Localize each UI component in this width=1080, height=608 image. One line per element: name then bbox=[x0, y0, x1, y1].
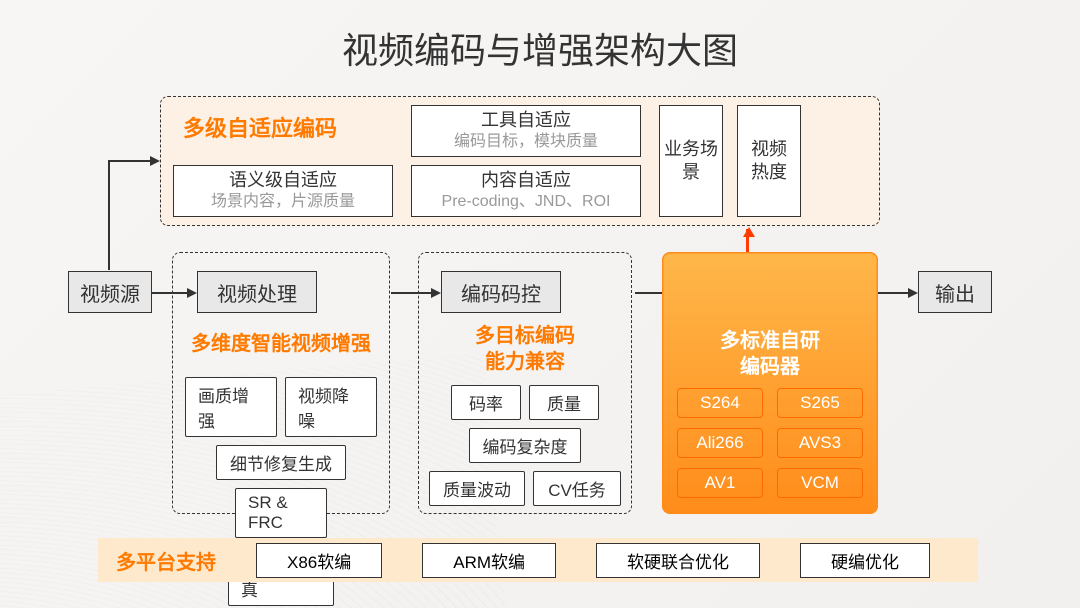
core-item-5: VCM bbox=[777, 468, 863, 498]
box-tool-title: 工具自适应 bbox=[481, 109, 571, 132]
enhance-item-0: 画质增强 bbox=[185, 377, 277, 437]
platform-strip: 多平台支持 X86软编 ARM软编 软硬联合优化 硬编优化 bbox=[98, 538, 978, 582]
box-content-sub: Pre-coding、JND、ROI bbox=[442, 192, 611, 213]
box-semantic-title: 语义级自适应 bbox=[229, 169, 337, 192]
group-enhance-heading: 多维度智能视频增强 bbox=[173, 331, 389, 357]
core-item-2: Ali266 bbox=[677, 428, 763, 458]
enhance-item-1: 视频降噪 bbox=[285, 377, 377, 437]
rate-item-2: 编码复杂度 bbox=[469, 428, 581, 463]
platform-item-0: X86软编 bbox=[256, 543, 382, 578]
arrow-core-output bbox=[878, 292, 916, 294]
arrow-source-to-adaptive bbox=[108, 160, 158, 270]
box-biz-scene: 业务场 景 bbox=[659, 105, 723, 217]
node-output-label: 输出 bbox=[935, 278, 975, 307]
core-item-0: S264 bbox=[677, 388, 763, 418]
node-source-label: 视频源 bbox=[80, 278, 140, 307]
node-output: 输出 bbox=[918, 271, 992, 313]
box-content-adaptive: 内容自适应 Pre-coding、JND、ROI bbox=[411, 165, 641, 217]
platform-heading: 多平台支持 bbox=[116, 546, 216, 575]
box-content-title: 内容自适应 bbox=[481, 169, 571, 192]
core-item-1: S265 bbox=[777, 388, 863, 418]
box-semantic-sub: 场景内容，片源质量 bbox=[211, 192, 355, 213]
box-tool-sub: 编码目标，模块质量 bbox=[454, 132, 598, 153]
rate-item-3: 质量波动 bbox=[429, 471, 525, 506]
core-item-4: AV1 bbox=[677, 468, 763, 498]
core-item-3: AVS3 bbox=[777, 428, 863, 458]
platform-item-2: 软硬联合优化 bbox=[596, 543, 760, 578]
box-biz-text: 业务场 景 bbox=[664, 138, 718, 185]
group-rate-heading: 多目标编码 能力兼容 bbox=[419, 323, 631, 375]
platform-item-1: ARM软编 bbox=[422, 543, 556, 578]
box-semantic-adaptive: 语义级自适应 场景内容，片源质量 bbox=[173, 165, 393, 217]
page-title: 视频编码与增强架构大图 bbox=[0, 22, 1080, 74]
rate-item-1: 质量 bbox=[529, 385, 599, 420]
box-tool-adaptive: 工具自适应 编码目标，模块质量 bbox=[411, 105, 641, 157]
rate-item-0: 码率 bbox=[451, 385, 521, 420]
group-encoder-core: 多标准自研 编码器 S264 S265 Ali266 AVS3 AV1 VCM bbox=[662, 252, 878, 514]
rate-item-4: CV任务 bbox=[533, 471, 621, 506]
node-source: 视频源 bbox=[68, 271, 152, 313]
group-rate: 多目标编码 能力兼容 码率 质量 编码复杂度 质量波动 CV任务 bbox=[418, 252, 632, 514]
group-adaptive-encoding: 多级自适应编码 工具自适应 编码目标，模块质量 内容自适应 Pre-coding… bbox=[160, 96, 880, 226]
enhance-item-2: 细节修复生成 bbox=[216, 445, 346, 480]
enhance-item-3: SR & FRC bbox=[235, 488, 327, 538]
group-enhance: 多维度智能视频增强 画质增强 视频降噪 细节修复生成 SR & FRC 去压缩失… bbox=[172, 252, 390, 514]
group-adaptive-heading: 多级自适应编码 bbox=[183, 111, 337, 143]
group-core-heading: 多标准自研 编码器 bbox=[662, 328, 878, 380]
box-heat-text: 视频 热度 bbox=[751, 138, 787, 185]
box-video-heat: 视频 热度 bbox=[737, 105, 801, 217]
platform-item-3: 硬编优化 bbox=[800, 543, 930, 578]
